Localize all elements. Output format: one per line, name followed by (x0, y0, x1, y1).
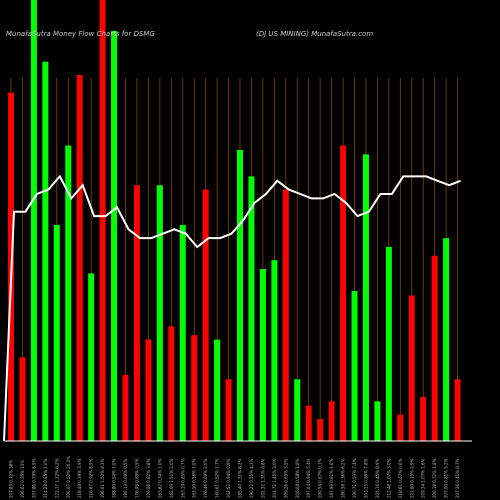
flow-bar (225, 379, 232, 441)
flow-bar (88, 273, 95, 441)
flow-bar (397, 414, 404, 441)
x-tick-label: 208.18 0.72% 1.8% (432, 458, 437, 498)
x-tick-label: 218.48 0.39% 3.9% (77, 458, 82, 498)
x-tick-label: 160.61 0.52% 1.7% (215, 458, 220, 498)
x-tick-label: 197.04 0.94% 5.4% (306, 458, 311, 498)
chart-title-left: MunafaSutra Money Flow Charts for DSMG (6, 30, 155, 38)
x-tick-label: 203.15 0.86% 7.8% (363, 458, 368, 498)
x-tick-label: 199.54 0.67% 0.1% (318, 458, 323, 498)
x-tick-label: 207.86 0.79% 6.9% (31, 458, 36, 498)
flow-bar (191, 335, 198, 441)
flow-bar (294, 379, 301, 441)
flow-bar (408, 295, 415, 441)
flow-bar (374, 401, 381, 441)
x-tick-label: 214.28 0.85% 1.0% (43, 458, 48, 498)
x-tick-label: 162.09 1.51% 2.0% (169, 458, 174, 498)
flow-bar (340, 145, 347, 441)
flow-bar (248, 176, 255, 441)
money-flow-line-layer (3, 174, 461, 442)
x-tick-label: 187.98 0.81% 1.6% (329, 458, 334, 498)
x-tick-label: 176.95 0.89% 0.5% (134, 458, 139, 498)
flow-bar (42, 61, 49, 442)
x-tick-label: 188.80 0.54% 1.0% (112, 458, 117, 498)
x-tick-label: 204.72 1.45% 3.0% (272, 458, 277, 498)
flow-bar (305, 405, 312, 441)
flow-bar (420, 396, 427, 441)
flow-bar (385, 246, 392, 441)
x-tick-label: 180.38 1.36% 6.2% (341, 458, 346, 498)
x-tick-label: 163.50 0.56% 1.0% (192, 458, 197, 498)
flow-bar (214, 339, 221, 441)
x-tick-label: 212.48 1.07% 3.0% (386, 458, 391, 498)
money-flow-line (3, 174, 461, 442)
flow-bar (111, 30, 118, 442)
flow-bar (282, 189, 289, 441)
x-tick-label: 190.22 0.55% 4.3% (249, 458, 254, 498)
flow-bar (145, 339, 152, 441)
x-tick-label: 205.16 0.45% 8.9% (375, 458, 380, 498)
flow-bar (202, 189, 209, 441)
x-tick-label: 207.36 0.41% 8.7% (455, 458, 460, 498)
flow-bar (179, 224, 186, 441)
x-tick-labels: 207.83 0.12% 38% 196.62 0.35% 13% 207.86 0… (9, 456, 461, 498)
x-tick-label: 176.46 0.69% 2.0% (203, 458, 208, 498)
flow-bar (237, 149, 243, 441)
flow-bar (156, 185, 163, 441)
flow-bar (362, 154, 369, 441)
x-tick-label: 206.07 0.52% 20.0% (66, 456, 71, 498)
x-tick-label: 202.32 1.51% 8.8% (260, 458, 265, 498)
flow-bar (53, 224, 60, 441)
flow-bar (76, 74, 83, 441)
flow-bar (317, 418, 324, 441)
x-tick-label: 222.17 1.12% 6.2% (54, 458, 59, 498)
flow-bar (351, 291, 358, 441)
x-tick-label: 196.01 1.52% 8.3% (100, 458, 105, 498)
x-tick-label: 188.13 0.09% 0.5% (123, 458, 128, 498)
flow-bar (133, 185, 140, 441)
x-tick-label: 221.60 0.15% 2.9% (409, 458, 414, 498)
x-tick-label: 162.52 0.94% 0.9% (226, 458, 231, 498)
flow-bar (271, 260, 278, 441)
x-tick-label: 216.67 0.92% 8.9% (89, 458, 94, 498)
x-tick-label: 163.19 0.83% 0.7% (180, 458, 185, 498)
flow-bar (443, 238, 450, 441)
flow-bar (454, 379, 461, 441)
flow-bar (168, 326, 175, 441)
chart-title-right: (DJ US MINING) MunafaSutra.com (256, 30, 373, 38)
x-tick-label: 206.08 0.58% 1.8% (295, 458, 300, 498)
bar-series (8, 0, 461, 442)
flow-bar (30, 0, 37, 441)
x-tick-label: 218.61 0.67% 0.6% (398, 458, 403, 498)
x-tick-label: 196.62 0.35% 13% (20, 460, 25, 498)
flow-bar (19, 357, 26, 441)
x-tick-label: 207.83 0.12% 38% (9, 460, 14, 498)
x-tick-label: 190.71 0.53% 7.4% (352, 458, 357, 498)
flow-bar (328, 401, 335, 441)
x-tick-label: 176.06 0.82% 3.8% (146, 458, 151, 498)
flow-bar (431, 255, 438, 441)
x-tick-label: 185.40 1.51% 8.2% (238, 458, 243, 498)
x-tick-label: 163.82 0.34% 1.0% (157, 458, 162, 498)
flow-bar (99, 0, 106, 441)
x-tick-label: 207.00 0.81% 5.2% (444, 458, 449, 498)
flow-bar (259, 269, 266, 441)
flow-bar (65, 145, 72, 441)
x-tick-label: 209.34 1.07% 1.6% (421, 458, 426, 498)
flow-bar (122, 374, 129, 441)
x-tick-label: 209.26 0.65% 3.5% (283, 458, 288, 498)
